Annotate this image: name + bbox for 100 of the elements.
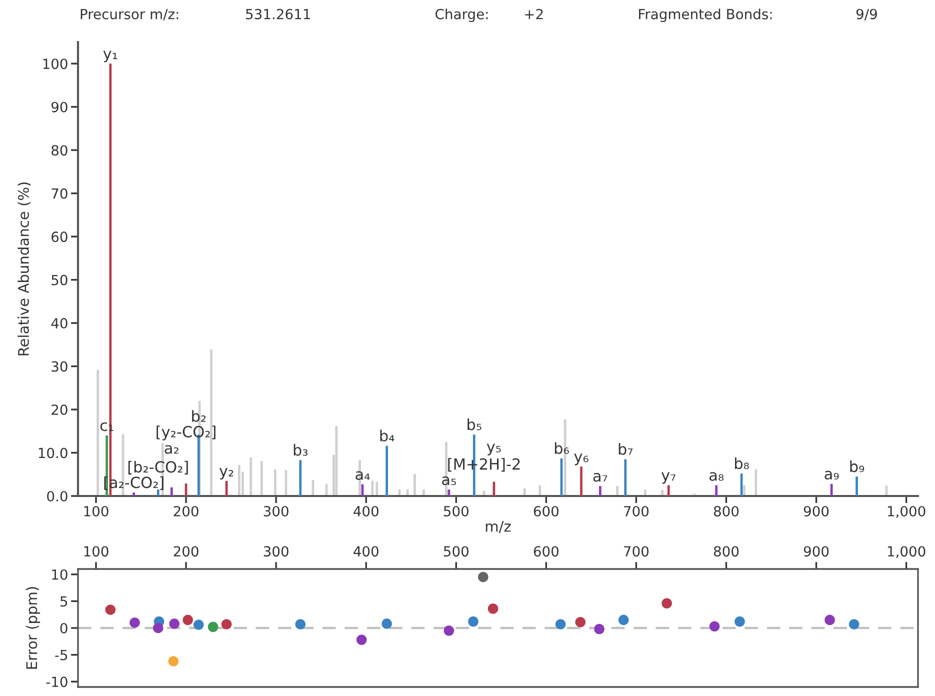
x-tick-label: 700 <box>624 506 649 516</box>
bar <box>335 426 338 496</box>
point <box>848 619 860 630</box>
bar <box>743 485 746 496</box>
point <box>468 616 478 627</box>
x-tick-label: 500 <box>444 506 468 516</box>
point <box>444 626 454 636</box>
point <box>295 619 306 630</box>
point <box>152 622 164 634</box>
x-tick-label: 600 <box>534 506 558 516</box>
x-axis-title: m/z <box>486 521 511 533</box>
x-tick-label: 100 <box>84 546 108 557</box>
annotation: a₄ <box>356 471 370 480</box>
y-tick-label: 0.0 <box>47 490 68 502</box>
annotation: b₃ <box>294 444 308 456</box>
point <box>208 622 218 632</box>
point <box>618 614 629 626</box>
annotation: y₆ <box>574 454 588 466</box>
point <box>221 619 232 630</box>
annotation: y₇ <box>661 472 676 484</box>
bar <box>96 370 99 496</box>
point <box>182 614 193 626</box>
y-tick-label: 10 <box>52 569 68 580</box>
annotation: a₉ <box>824 470 839 480</box>
y-tick-label: 100 <box>43 58 68 70</box>
annotation: y₁ <box>103 50 118 62</box>
x-tick-label: 100 <box>84 506 108 516</box>
y-tick-label: 40 <box>51 318 68 329</box>
bar <box>856 476 858 496</box>
bar <box>599 486 602 496</box>
y-axis-title: Error (ppm) <box>26 587 40 669</box>
bar <box>274 469 276 496</box>
x-tick-label: 500 <box>444 546 468 557</box>
bar <box>170 487 173 496</box>
annotation: [y₂-CO₂] <box>156 426 216 440</box>
point <box>488 604 498 614</box>
y-axis-title: Relative Abundance (%) <box>18 182 31 356</box>
bar <box>250 458 252 496</box>
text: 9/9 <box>856 8 877 20</box>
x-tick-label: 300 <box>264 546 288 557</box>
bar <box>624 459 627 496</box>
bar <box>260 460 263 496</box>
x-tick-label: 400 <box>354 506 378 516</box>
bar <box>414 474 416 496</box>
point <box>594 624 604 634</box>
point <box>478 572 488 582</box>
bar <box>156 490 160 496</box>
bar <box>238 464 240 496</box>
annotation: a₂ <box>164 445 178 454</box>
bar <box>386 446 388 496</box>
y-tick-label: 50 <box>52 274 68 286</box>
y-tick-label: 5 <box>60 596 68 607</box>
x-tick-label: 1,000 <box>888 506 926 518</box>
bar <box>616 486 618 496</box>
y-tick-label: -5 <box>55 650 68 660</box>
x-tick-label: 300 <box>264 506 288 516</box>
y-tick-label: -10 <box>46 676 68 688</box>
x-tick-label: 200 <box>174 506 198 516</box>
annotation: b₈ <box>735 457 749 470</box>
bar <box>715 485 718 496</box>
bar <box>644 490 646 496</box>
annotation: y₂ <box>219 468 234 480</box>
point <box>193 620 204 630</box>
bar <box>580 466 582 496</box>
x-tick-label: 400 <box>354 546 378 557</box>
annotation: y₅ <box>486 444 501 456</box>
y-tick-label: 90 <box>51 102 68 112</box>
y-tick-label: 80 <box>52 145 68 156</box>
point <box>575 616 586 628</box>
text: Charge: <box>436 8 488 22</box>
x-tick-label: 800 <box>714 506 739 516</box>
point <box>105 604 116 615</box>
point <box>130 617 140 628</box>
x-tick-label: 900 <box>804 506 829 516</box>
y-tick-label: 70 <box>52 188 68 199</box>
point <box>168 656 179 666</box>
annotation: b₉ <box>850 460 864 472</box>
y-tick-label: 0 <box>60 622 68 634</box>
x-tick-label: 700 <box>624 546 649 557</box>
bar <box>376 482 378 496</box>
annotation: a₅ <box>442 476 456 486</box>
point <box>169 618 180 629</box>
annotation: a₇ <box>593 472 608 482</box>
x-tick-label: 800 <box>714 546 739 557</box>
annotation: a₈ <box>710 472 724 481</box>
y-tick-label: 30 <box>52 361 68 372</box>
annotation: b₅ <box>468 418 482 430</box>
point <box>382 618 392 629</box>
x-tick-label: 200 <box>174 546 198 557</box>
point <box>734 616 745 627</box>
point <box>824 614 835 626</box>
bar <box>299 460 302 496</box>
y-tick-label: 20 <box>52 404 68 415</box>
annotation: b₂ <box>192 410 206 422</box>
point <box>662 598 672 608</box>
annotation: b₆ <box>554 442 569 454</box>
point <box>709 621 720 632</box>
annotation: [b₂-CO₂] <box>128 460 188 474</box>
y-tick-label: 10.0 <box>38 448 68 458</box>
x-tick-label: 600 <box>534 546 558 557</box>
